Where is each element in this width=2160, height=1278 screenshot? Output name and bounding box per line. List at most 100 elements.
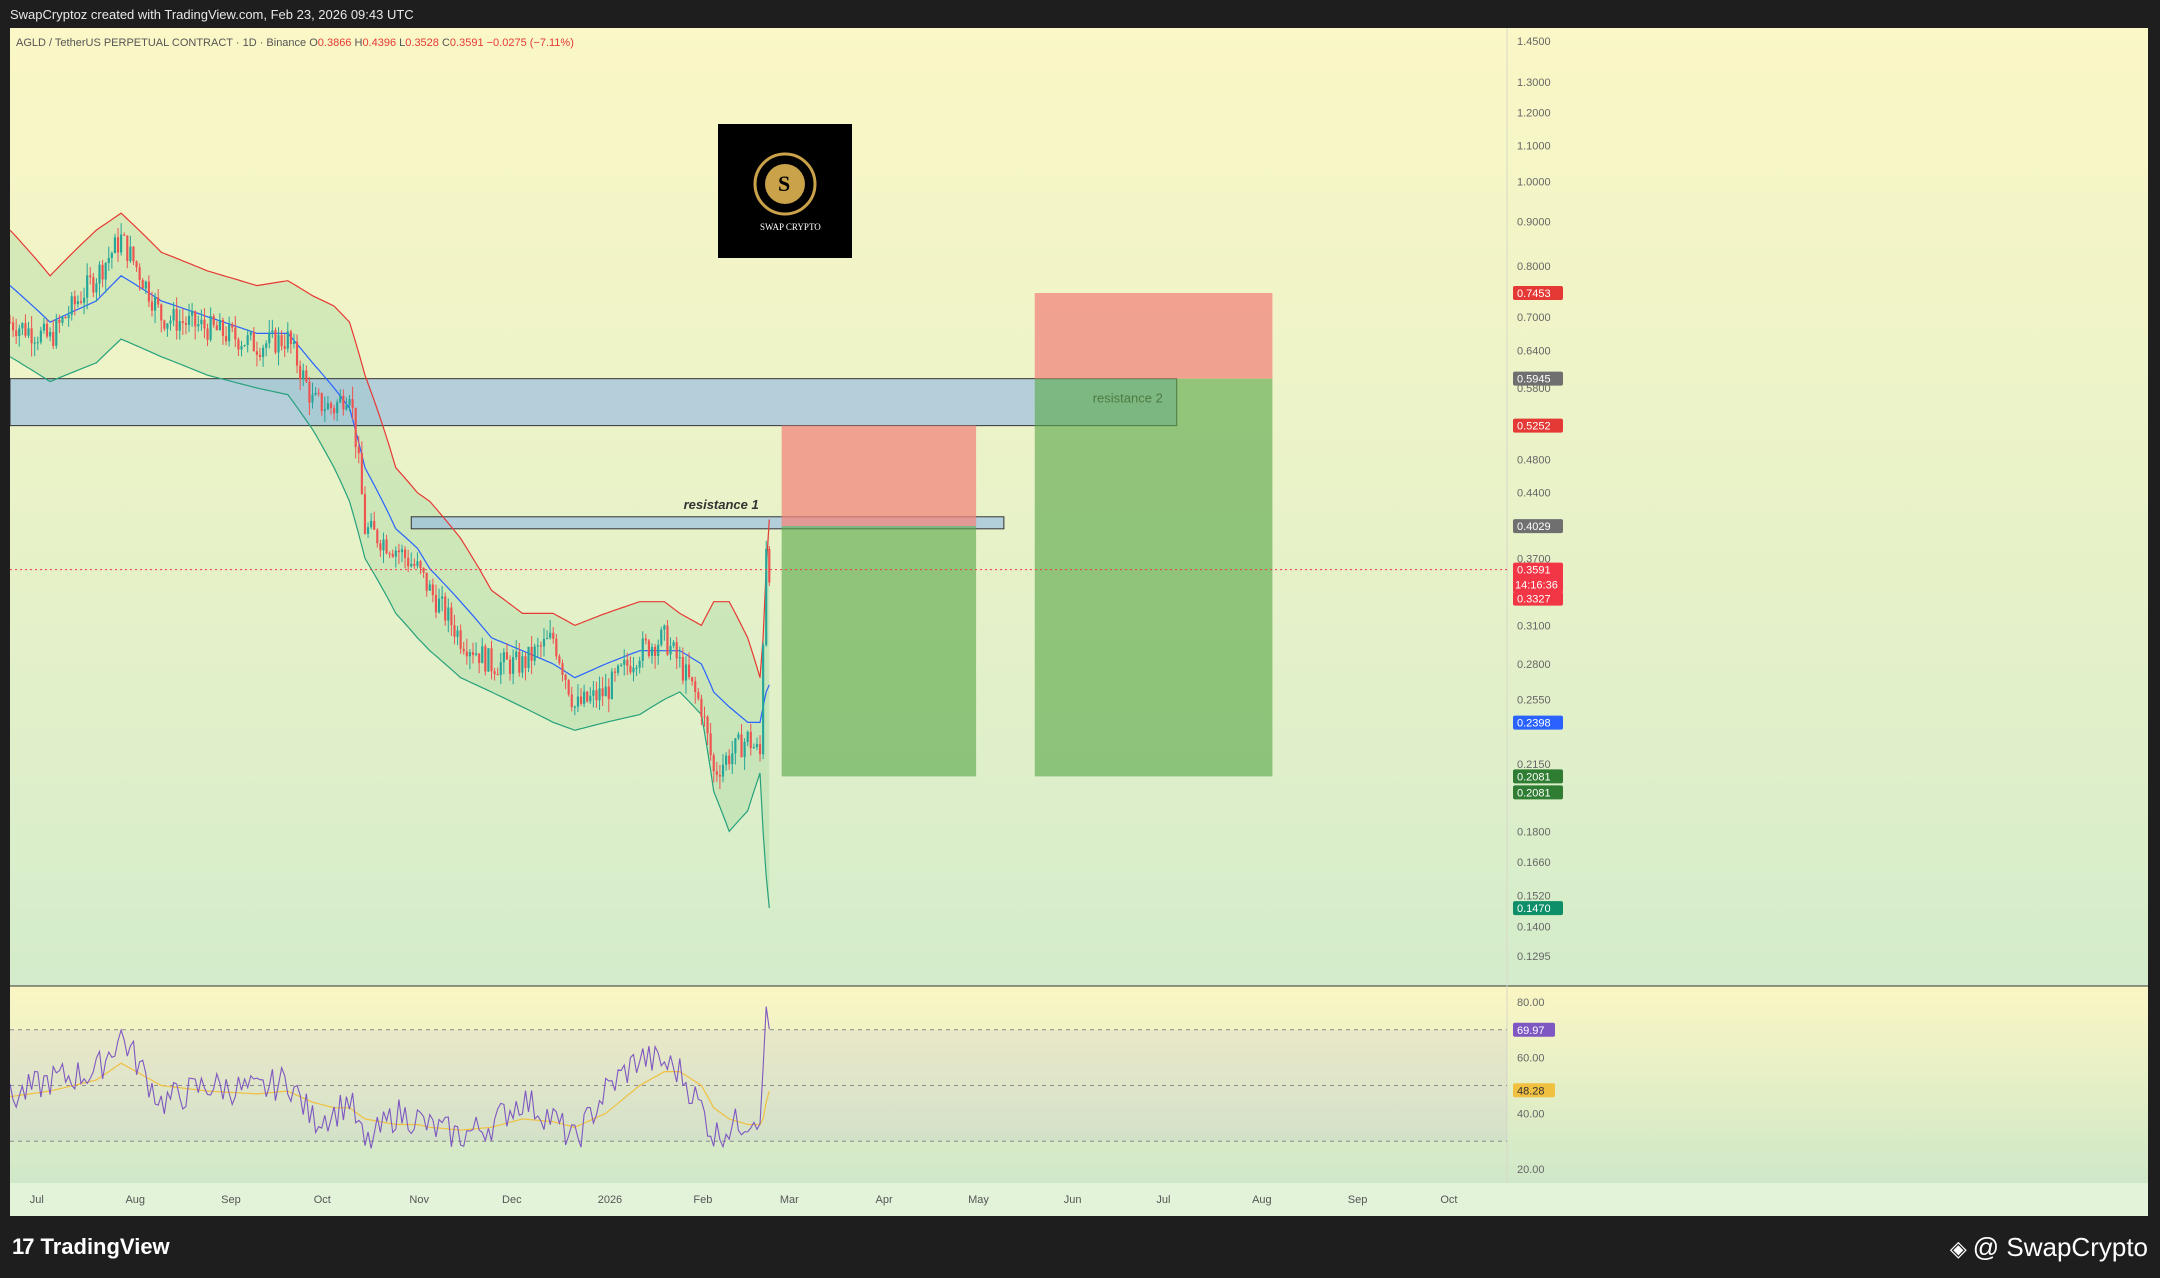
price-label-text: 0.3591 xyxy=(1517,565,1551,577)
candle-body xyxy=(379,543,382,551)
candle-body xyxy=(567,680,570,695)
candle-body xyxy=(262,347,265,357)
rsi-band-fill xyxy=(10,1029,1507,1142)
candle-body xyxy=(592,690,595,696)
time-axis-label: Oct xyxy=(1440,1194,1457,1206)
candle-body xyxy=(360,453,363,495)
price-tick-label: 0.2550 xyxy=(1517,694,1551,706)
candle-body xyxy=(308,381,311,403)
price-label-text: 0.2081 xyxy=(1517,771,1551,783)
candle-body xyxy=(329,403,333,409)
candle-body xyxy=(357,447,360,454)
price-tick-label: 1.4500 xyxy=(1517,36,1551,48)
candle-body xyxy=(752,747,755,749)
candle-body xyxy=(181,321,184,323)
price-label-badge xyxy=(1513,371,1563,386)
tradingview-brand-label: TradingView xyxy=(40,1234,170,1259)
candle-body xyxy=(524,656,527,668)
candle-body xyxy=(376,529,379,544)
candle-body xyxy=(10,322,12,324)
chart-frame[interactable]: resistance 2resistance 11.45001.30001.20… xyxy=(10,28,2148,1216)
candle-body xyxy=(200,319,203,325)
candle-body xyxy=(740,734,743,758)
candle-body xyxy=(228,324,231,342)
price-tick-label: 0.6400 xyxy=(1517,346,1551,358)
candle-body xyxy=(734,738,737,754)
candle-body xyxy=(370,520,373,528)
candle-body xyxy=(453,625,456,637)
target-zone-1 xyxy=(781,526,977,777)
candle-body xyxy=(116,237,120,253)
candle-body xyxy=(348,399,351,406)
attribution-text: SwapCryptoz created with TradingView.com… xyxy=(10,7,414,22)
candle-body xyxy=(672,642,675,646)
tradingview-brand[interactable]: 17 TradingView xyxy=(12,1234,170,1260)
candle-body xyxy=(234,327,237,340)
candle-body xyxy=(623,659,626,665)
price-tick-label: 0.1660 xyxy=(1517,857,1551,869)
candle-body xyxy=(706,716,709,734)
candle-body xyxy=(209,316,212,340)
candle-body xyxy=(715,771,718,775)
candle-body xyxy=(42,323,46,331)
candle-body xyxy=(638,660,641,668)
candle-body xyxy=(450,607,453,626)
candle-body xyxy=(141,280,144,289)
candle-body xyxy=(709,733,712,756)
candle-body xyxy=(215,325,218,331)
price-label-badge xyxy=(1513,286,1563,301)
candle-body xyxy=(342,395,345,410)
candle-body xyxy=(758,744,762,755)
candle-body xyxy=(178,321,181,331)
bollinger-upper-line xyxy=(10,212,770,678)
candle-body xyxy=(18,328,21,337)
resistance-1-label: resistance 1 xyxy=(684,497,759,512)
candle-body xyxy=(481,646,484,664)
candle-body xyxy=(333,408,336,414)
price-chart[interactable]: resistance 2resistance 11.45001.30001.20… xyxy=(10,28,2148,1216)
candle-body xyxy=(354,407,357,448)
attribution-bar: SwapCryptoz created with TradingView.com… xyxy=(0,0,2160,28)
candle-body xyxy=(549,632,552,638)
candle-body xyxy=(629,665,632,673)
candle-body xyxy=(589,695,592,702)
candle-body xyxy=(496,674,499,676)
candle-body xyxy=(635,667,638,669)
diamond-logo-icon: ◈ xyxy=(1949,1236,1967,1261)
candle-body xyxy=(277,334,280,353)
rsi-tick-label: 40.00 xyxy=(1517,1108,1545,1120)
candle-body xyxy=(610,671,613,699)
candle-body xyxy=(654,646,657,656)
candle-body xyxy=(465,651,468,657)
candle-body xyxy=(444,596,447,621)
candle-body xyxy=(718,774,721,777)
price-label-badge xyxy=(1513,591,1563,606)
candle-body xyxy=(305,370,308,382)
candle-body xyxy=(404,549,407,558)
candle-body xyxy=(49,331,52,337)
candle-body xyxy=(61,317,64,323)
price-tick-label: 0.1400 xyxy=(1517,922,1551,934)
footer-bar: 17 TradingView ◈ @ SwapCrypto xyxy=(0,1216,2160,1278)
candle-body xyxy=(681,657,684,681)
candle-body xyxy=(366,527,370,534)
logo-wreath-icon xyxy=(753,152,817,216)
candle-body xyxy=(694,681,697,693)
time-axis-label: Aug xyxy=(1252,1194,1272,1206)
time-axis-label: Oct xyxy=(314,1194,331,1206)
candle-body xyxy=(505,652,509,660)
candle-body xyxy=(666,625,669,655)
author-handle[interactable]: ◈ @ SwapCrypto xyxy=(1950,1232,2148,1263)
candle-body xyxy=(104,263,107,280)
candle-body xyxy=(289,331,292,345)
time-axis-label: May xyxy=(968,1194,989,1206)
candle-body xyxy=(394,550,397,557)
rsi-line xyxy=(10,1006,770,1149)
candle-body xyxy=(437,598,441,613)
price-label-text: 0.1470 xyxy=(1517,903,1551,915)
price-label-text: 0.2081 xyxy=(1517,787,1551,799)
candle-body xyxy=(474,653,478,656)
candle-body xyxy=(468,652,471,657)
candle-body xyxy=(311,394,314,403)
candle-body xyxy=(462,648,465,652)
